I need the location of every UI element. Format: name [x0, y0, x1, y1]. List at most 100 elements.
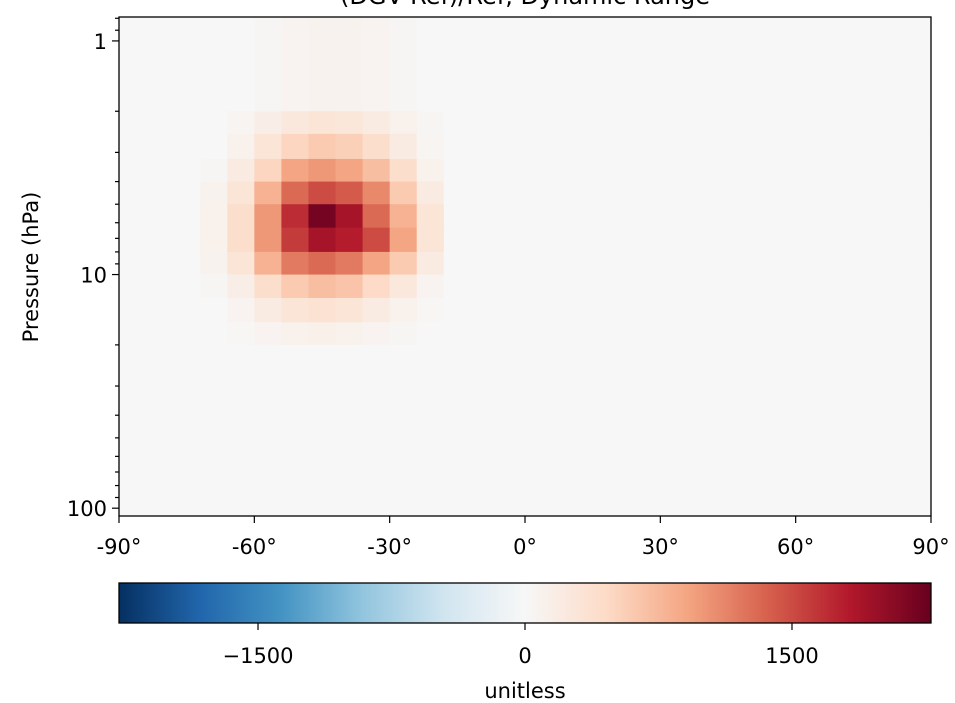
heatmap-cell: [443, 181, 932, 205]
heatmap-cell: [389, 158, 418, 183]
heatmap-cell: [443, 227, 932, 253]
heatmap-cell: [335, 133, 364, 160]
heatmap-cell: [389, 111, 418, 135]
heatmap-cell: [335, 344, 364, 517]
heatmap-cell: [416, 322, 445, 346]
heatmap-cell: [119, 181, 201, 205]
colorbar-tick-label: −1500: [222, 644, 293, 668]
y-tick-label: 1: [94, 30, 107, 54]
colorbar: [118, 582, 932, 624]
heatmap-cell: [254, 344, 282, 517]
heatmap-cell: [362, 298, 391, 323]
heatmap-cell: [389, 322, 418, 346]
heatmap-cell: [227, 227, 255, 253]
heatmap-cell: [443, 158, 932, 183]
heatmap-cell: [389, 251, 418, 276]
chart-title: (DGV-Ref)/Ref, Dynamic Range: [340, 0, 710, 10]
heatmap-cell: [200, 111, 228, 135]
heatmap-cell: [362, 133, 391, 160]
heatmap-cell: [308, 344, 337, 517]
heatmap-cell: [389, 133, 418, 160]
heatmap-cell: [335, 158, 364, 183]
heatmap-cell: [281, 344, 309, 517]
heatmap-cell: [308, 181, 337, 205]
heatmap-cell: [227, 344, 255, 517]
heatmap-cell: [119, 204, 201, 229]
heatmap-cell: [200, 344, 228, 517]
heatmap-cell: [416, 298, 445, 323]
heatmap-cell: [335, 204, 364, 229]
heatmap-cell: [443, 274, 932, 299]
heatmap-cell: [200, 17, 228, 112]
heatmap-cell: [416, 158, 445, 183]
x-tick-label: 30°: [642, 535, 679, 559]
heatmap-cell: [443, 251, 932, 276]
heatmap-cell: [416, 181, 445, 205]
heatmap-cell: [362, 158, 391, 183]
heatmap-cell: [335, 322, 364, 346]
heatmap-cell: [362, 227, 391, 253]
heatmap-cell: [308, 298, 337, 323]
heatmap-cell: [281, 158, 309, 183]
heatmap-cell: [281, 274, 309, 299]
heatmap-cell: [416, 204, 445, 229]
heatmap-cell: [200, 158, 228, 183]
heatmap-cell: [389, 204, 418, 229]
heatmap-cell: [200, 251, 228, 276]
heatmap-cell: [281, 298, 309, 323]
heatmap-cell: [308, 204, 337, 229]
x-tick-label: 90°: [912, 535, 949, 559]
heatmap-cell: [362, 17, 391, 112]
heatmap-cell: [254, 251, 282, 276]
heatmap-cell: [254, 204, 282, 229]
heatmap-cell: [335, 111, 364, 135]
heatmap-cell: [254, 181, 282, 205]
heatmap-cell: [362, 322, 391, 346]
heatmap-cell: [119, 227, 201, 253]
heatmap-cell: [416, 274, 445, 299]
heatmap-cell: [335, 274, 364, 299]
heatmap-cell: [335, 17, 364, 112]
heatmap-cell: [389, 274, 418, 299]
heatmap-cell: [200, 181, 228, 205]
heatmap-cell: [200, 204, 228, 229]
x-tick-label: 0°: [513, 535, 537, 559]
x-tick-label: 60°: [777, 535, 814, 559]
heatmap-cell: [119, 111, 201, 135]
heatmap-cell: [200, 133, 228, 160]
heatmap-cell: [281, 251, 309, 276]
heatmap-cell: [254, 158, 282, 183]
heatmap-cell: [389, 227, 418, 253]
y-axis-label: Pressure (hPa): [19, 192, 43, 343]
heatmap-cell: [308, 322, 337, 346]
heatmap-cell: [389, 298, 418, 323]
heatmap-cell: [119, 322, 201, 346]
heatmap-cell: [227, 17, 255, 112]
heatmap-cell: [227, 274, 255, 299]
y-tick-label: 100: [67, 497, 107, 521]
heatmap-cell: [389, 181, 418, 205]
heatmap-cell: [362, 251, 391, 276]
x-tick-label: -90°: [97, 535, 142, 559]
heatmap-cell: [119, 133, 201, 160]
heatmap: [119, 17, 932, 517]
heatmap-cell: [227, 181, 255, 205]
heatmap-cell: [200, 322, 228, 346]
axes: -90° -60° -30° 0° 30° 60° 90° 1 10 100: [67, 16, 950, 559]
heatmap-cell: [443, 133, 932, 160]
heatmap-cell: [308, 274, 337, 299]
heatmap-cell: [416, 133, 445, 160]
heatmap-cell: [362, 204, 391, 229]
heatmap-cell: [254, 17, 282, 112]
heatmap-cell: [335, 251, 364, 276]
heatmap-cell: [416, 17, 445, 112]
colorbar-tick-label: 1500: [765, 644, 818, 668]
heatmap-cell: [200, 227, 228, 253]
heatmap-cell: [254, 111, 282, 135]
heatmap-cell: [119, 17, 201, 112]
heatmap-cell: [227, 133, 255, 160]
heatmap-cell: [200, 274, 228, 299]
heatmap-cell: [389, 344, 418, 517]
heatmap-cell: [308, 17, 337, 112]
colorbar-label: unitless: [484, 679, 565, 703]
